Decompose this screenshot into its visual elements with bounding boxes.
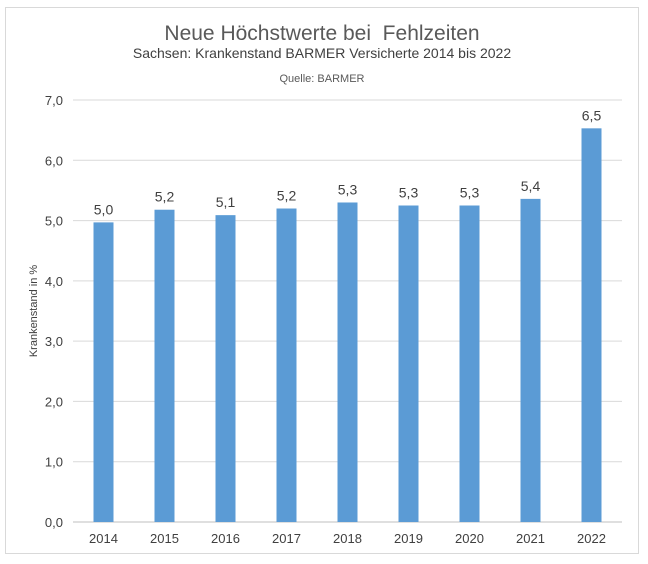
- chart-title: Neue Höchstwerte bei Fehlzeiten: [164, 22, 479, 45]
- chart-source: Quelle: BARMER: [280, 73, 365, 85]
- data-label: 5,2: [277, 188, 297, 204]
- data-label: 5,3: [338, 181, 358, 197]
- x-tick-label: 2016: [211, 531, 240, 546]
- data-label: 5,0: [94, 201, 114, 217]
- data-label: 5,3: [399, 185, 419, 201]
- bar-2014: [93, 222, 114, 522]
- x-tick-label: 2014: [89, 531, 118, 546]
- data-label: 5,1: [216, 194, 236, 210]
- x-tick-label: 2015: [150, 531, 179, 546]
- y-tick-label: 3,0: [45, 334, 63, 349]
- y-tick-label: 7,0: [45, 93, 63, 108]
- y-tick-label: 0,0: [45, 515, 63, 530]
- data-label: 5,2: [155, 189, 175, 205]
- x-tick-label: 2020: [455, 531, 484, 546]
- y-tick-label: 5,0: [45, 214, 63, 229]
- bar-2021: [520, 198, 541, 522]
- bar-2016: [215, 215, 236, 522]
- data-label: 5,4: [521, 178, 541, 194]
- data-label: 6,5: [582, 107, 602, 123]
- y-tick-label: 2,0: [45, 394, 63, 409]
- x-tick-label: 2017: [272, 531, 301, 546]
- chart-frame: [5, 7, 639, 554]
- y-tick-label: 4,0: [45, 274, 63, 289]
- x-tick-label: 2022: [577, 531, 606, 546]
- bar-2017: [276, 208, 297, 522]
- x-tick-label: 2018: [333, 531, 362, 546]
- bar-2019: [398, 205, 419, 522]
- bar-2022: [581, 128, 602, 522]
- bar-2018: [337, 202, 358, 522]
- y-tick-label: 6,0: [45, 153, 63, 168]
- bar-2020: [459, 205, 480, 522]
- bar-2015: [154, 209, 175, 522]
- x-tick-label: 2021: [516, 531, 545, 546]
- x-tick-label: 2019: [394, 531, 423, 546]
- data-label: 5,3: [460, 185, 480, 201]
- y-tick-label: 1,0: [45, 455, 63, 470]
- chart-subtitle: Sachsen: Krankenstand BARMER Versicherte…: [133, 45, 511, 61]
- y-axis-label: Krankenstand in %: [28, 265, 40, 358]
